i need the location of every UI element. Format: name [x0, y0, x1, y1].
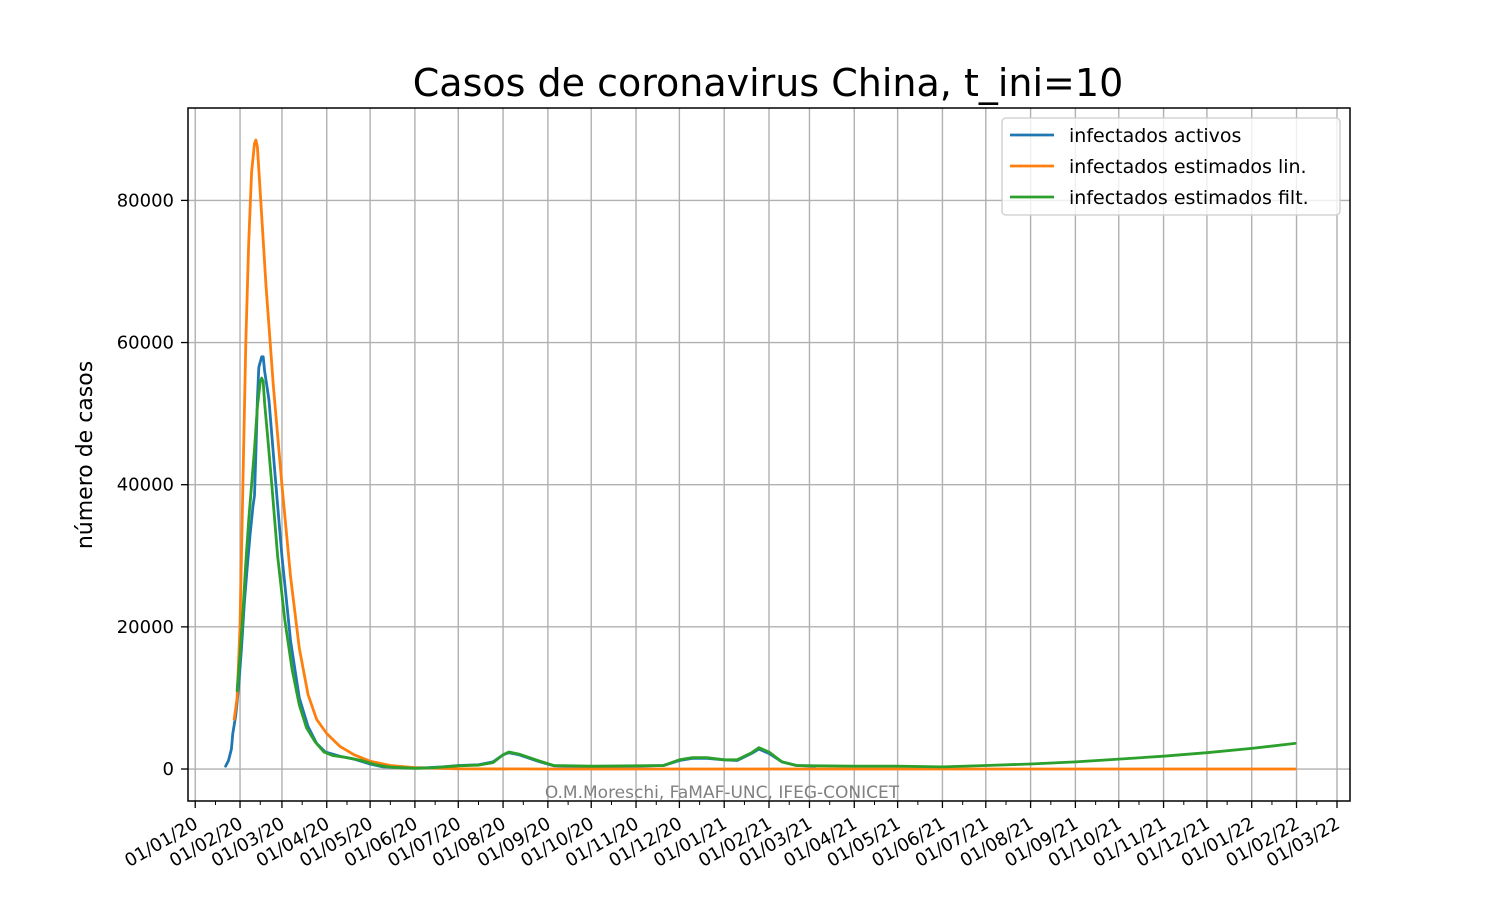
y-tick-label: 0	[163, 759, 174, 780]
y-tick-label: 80000	[117, 190, 174, 211]
y-tick-label: 20000	[117, 617, 174, 638]
y-tick-label: 60000	[117, 333, 174, 354]
y-tick-label: 40000	[117, 475, 174, 496]
series-line-3	[235, 376, 1297, 770]
legend-label: infectados estimados lin.	[1069, 156, 1307, 178]
legend-box	[1001, 117, 1341, 216]
series-layer	[224, 138, 1297, 771]
legend-label: infectados estimados filt.	[1069, 187, 1309, 209]
series-line-2	[232, 138, 1297, 771]
legend: infectados activos infectados estimados l…	[1001, 117, 1341, 216]
legend-label: infectados activos	[1069, 125, 1241, 147]
watermark: O.M.Moreschi, FaMAF-UNC, IFEG-CONICET	[545, 783, 900, 803]
y-axis: 0 20000 40000 60000 80000	[117, 190, 188, 780]
y-axis-label: número de casos	[73, 361, 98, 549]
chart-title: Casos de coronavirus China, t_ini=10	[413, 61, 1124, 105]
